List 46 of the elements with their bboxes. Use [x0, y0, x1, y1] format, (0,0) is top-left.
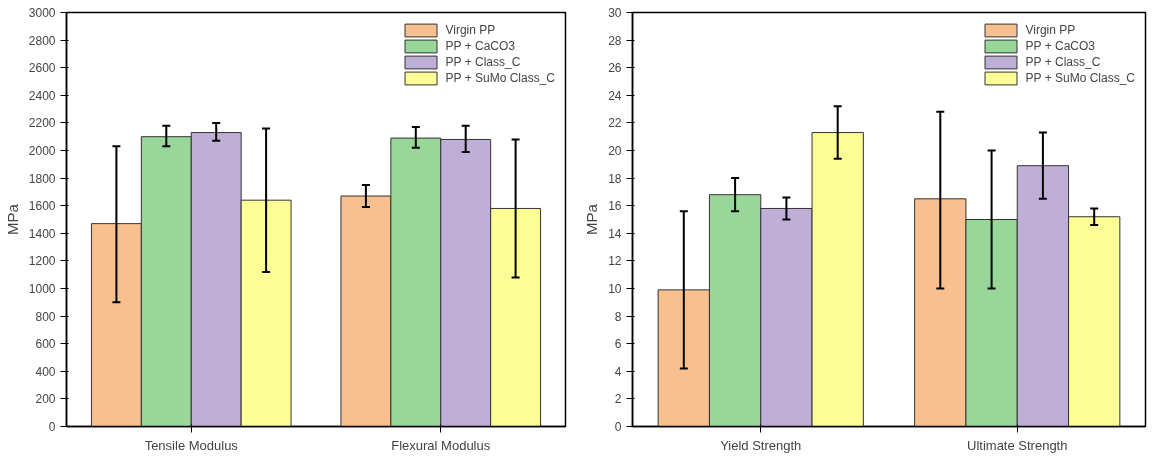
y-tick-label: 28	[608, 33, 622, 48]
y-tick-label: 4	[614, 364, 622, 379]
y-tick-label: 12	[608, 254, 622, 269]
y-tick-label: 8	[614, 309, 622, 324]
legend-label: Virgin PP	[1025, 23, 1076, 37]
x-tick-label: Ultimate Strength	[967, 437, 1068, 453]
y-tick-label: 800	[35, 309, 56, 324]
y-tick-label: 1600	[28, 199, 56, 214]
y-tick-label: 14	[608, 226, 622, 241]
y-tick-label: 0	[614, 420, 622, 434]
legend-label: PP + Class_C	[1025, 55, 1101, 69]
x-tick-label: Yield Strength	[720, 437, 802, 453]
y-tick-label: 2	[614, 392, 622, 407]
y-axis-title: MPa	[3, 203, 21, 235]
y-tick-label: 200	[35, 392, 56, 407]
legend-label: Virgin PP	[445, 23, 496, 37]
y-tick-label: 1200	[28, 254, 56, 269]
legend-label: PP + CaCO3	[445, 39, 515, 53]
y-tick-label: 1400	[28, 226, 56, 241]
legend-label: PP + Class_C	[445, 55, 521, 69]
x-tick-label: Tensile Modulus	[144, 437, 239, 453]
y-tick-label: 16	[608, 199, 622, 214]
legend-label: PP + SuMo Class_C	[1025, 71, 1135, 85]
x-tick-label: Flexural Modulus	[391, 437, 491, 453]
y-tick-label: 2400	[28, 88, 56, 103]
y-tick-label: 3000	[28, 6, 56, 20]
y-axis-title: MPa	[583, 203, 601, 235]
y-tick-label: 0	[48, 420, 56, 434]
legend-label: PP + SuMo Class_C	[445, 71, 555, 85]
y-tick-label: 2600	[28, 61, 56, 76]
y-tick-label: 2000	[28, 144, 56, 158]
y-tick-label: 1000	[28, 282, 56, 296]
y-tick-label: 18	[608, 171, 622, 186]
y-tick-label: 20	[608, 144, 622, 158]
y-tick-label: 600	[35, 337, 56, 352]
y-tick-label: 2200	[28, 116, 56, 131]
y-tick-label: 400	[35, 364, 56, 379]
y-tick-label: 10	[608, 282, 622, 296]
y-tick-label: 30	[608, 6, 622, 20]
y-tick-label: 2800	[28, 33, 56, 48]
y-tick-label: 6	[614, 337, 622, 352]
y-tick-label: 26	[608, 61, 622, 76]
y-tick-label: 22	[608, 116, 622, 131]
y-tick-label: 24	[608, 88, 622, 103]
y-tick-label: 1800	[28, 171, 56, 186]
legend-label: PP + CaCO3	[1025, 39, 1095, 53]
